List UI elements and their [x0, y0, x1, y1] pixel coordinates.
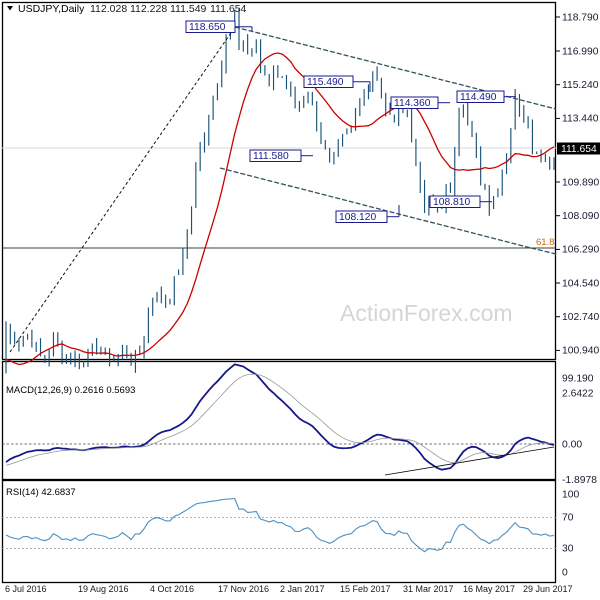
svg-text:118.790: 118.790	[562, 13, 599, 24]
svg-text:0: 0	[562, 568, 568, 579]
svg-text:2.6422: 2.6422	[562, 389, 594, 400]
svg-text:111.654: 111.654	[561, 144, 597, 155]
svg-text:19 Aug 2016: 19 Aug 2016	[78, 584, 129, 594]
svg-text:16 May 2017: 16 May 2017	[463, 584, 515, 594]
svg-text:4 Oct 2016: 4 Oct 2016	[150, 584, 194, 594]
svg-text:113.440: 113.440	[562, 114, 599, 125]
svg-text:111.654: 111.654	[210, 3, 247, 15]
svg-text:118.650: 118.650	[189, 22, 226, 33]
svg-text:104.540: 104.540	[562, 278, 599, 289]
svg-text:99.190: 99.190	[562, 374, 594, 385]
svg-text:100: 100	[562, 490, 579, 501]
svg-text:108.810: 108.810	[433, 197, 470, 208]
svg-text:0.00: 0.00	[562, 440, 582, 451]
svg-text:-1.8978: -1.8978	[562, 475, 597, 486]
svg-text:108.120: 108.120	[339, 212, 376, 223]
svg-text:115.240: 115.240	[562, 80, 599, 91]
svg-text:106.290: 106.290	[562, 245, 599, 256]
svg-text:MACD(12,26,9) 0.2616 0.5693: MACD(12,26,9) 0.2616 0.5693	[6, 385, 135, 396]
svg-text:111.549: 111.549	[170, 3, 207, 15]
svg-text:15 Feb 2017: 15 Feb 2017	[340, 584, 391, 594]
svg-text:30: 30	[562, 544, 574, 555]
svg-text:112.228: 112.228	[130, 3, 167, 15]
svg-text:29 Jun 2017: 29 Jun 2017	[523, 584, 573, 594]
svg-text:31 Mar 2017: 31 Mar 2017	[403, 584, 454, 594]
svg-text:102.740: 102.740	[562, 312, 599, 323]
svg-text:112.028: 112.028	[90, 3, 127, 15]
svg-text:108.090: 108.090	[562, 211, 599, 222]
svg-text:114.490: 114.490	[460, 92, 497, 103]
svg-text:2 Jan 2017: 2 Jan 2017	[280, 584, 325, 594]
svg-text:109.890: 109.890	[562, 177, 599, 188]
svg-text:RSI(14) 42.6837: RSI(14) 42.6837	[6, 487, 76, 498]
svg-text:116.990: 116.990	[562, 46, 599, 57]
svg-text:114.360: 114.360	[394, 98, 431, 109]
svg-text:61.8: 61.8	[536, 237, 555, 248]
svg-text:USDJPY,Daily: USDJPY,Daily	[18, 3, 85, 15]
svg-text:17 Nov 2016: 17 Nov 2016	[218, 584, 269, 594]
svg-text:6 Jul 2016: 6 Jul 2016	[5, 584, 47, 594]
svg-text:115.490: 115.490	[307, 77, 344, 88]
svg-text:100.940: 100.940	[562, 346, 599, 357]
svg-text:ActionForex.com: ActionForex.com	[340, 300, 513, 326]
svg-text:111.580: 111.580	[253, 151, 289, 162]
svg-text:70: 70	[562, 513, 574, 524]
